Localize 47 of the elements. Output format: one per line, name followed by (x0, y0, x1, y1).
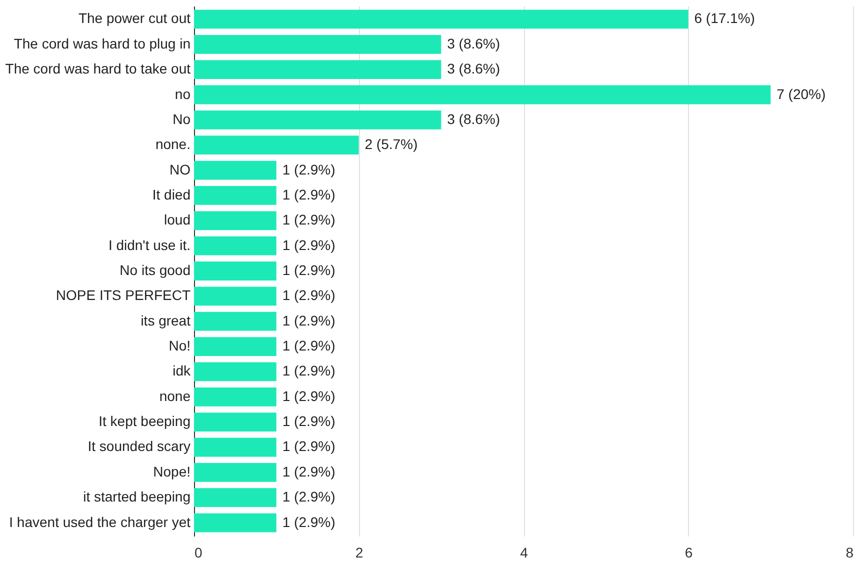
x-tick-label: 6 (684, 544, 693, 560)
y-tick-label: The cord was hard to take out (5, 60, 191, 77)
y-tick-label: none (159, 388, 191, 404)
data-label: 1 (2.9%) (282, 186, 336, 202)
data-label: 3 (8.6%) (447, 110, 500, 127)
y-tick-label: No (172, 110, 191, 127)
y-tick-label: The power cut out (78, 10, 191, 26)
data-label: 1 (2.9%) (282, 388, 336, 404)
y-tick-label: It sounded scary (88, 438, 190, 454)
data-label: 3 (8.6%) (447, 60, 500, 77)
y-tick-label: Nope! (153, 463, 190, 480)
data-label: 1 (2.9%) (282, 212, 336, 228)
data-label: 1 (2.9%) (282, 463, 336, 480)
x-tick-label: 2 (355, 544, 364, 560)
data-label: 1 (2.9%) (282, 236, 336, 253)
data-label: 1 (2.9%) (282, 338, 336, 354)
data-label: 7 (20%) (776, 86, 826, 102)
y-tick-label: No its good (120, 262, 190, 278)
data-label: 1 (2.9%) (282, 161, 336, 178)
x-tick-label: 4 (520, 544, 528, 560)
data-label: 1 (2.9%) (282, 287, 336, 304)
data-label: 1 (2.9%) (282, 262, 336, 278)
y-tick-label: its great (140, 312, 191, 328)
y-tick-label: NOPE ITS PERFECT (56, 287, 191, 304)
data-label: 1 (2.9%) (282, 362, 336, 379)
data-label: 3 (8.6%) (447, 35, 500, 52)
data-label: 1 (2.9%) (282, 413, 336, 430)
x-tick-label: 0 (194, 544, 202, 560)
x-tick-label: 8 (846, 544, 854, 560)
y-tick-label: no (174, 86, 191, 102)
y-tick-label: I didn't use it. (108, 236, 190, 253)
data-label: 2 (5.7%) (364, 136, 418, 152)
y-tick-label: loud (164, 212, 190, 228)
data-label: 1 (2.9%) (282, 312, 336, 328)
data-label: 1 (2.9%) (282, 514, 336, 530)
data-label: 1 (2.9%) (282, 488, 336, 505)
data-label: 6 (17.1%) (694, 10, 755, 26)
y-tick-label: NO (170, 161, 191, 178)
y-tick-label: idk (172, 362, 192, 379)
y-tick-label: The cord was hard to plug in (14, 35, 190, 52)
y-tick-label: I havent used the charger yet (9, 514, 191, 530)
data-label: 1 (2.9%) (282, 438, 336, 454)
y-tick-label: none. (155, 136, 190, 152)
y-tick-label: No! (168, 338, 190, 354)
y-tick-label: It died (152, 186, 190, 202)
y-tick-label: It kept beeping (98, 413, 190, 430)
y-tick-label: it started beeping (83, 488, 190, 505)
